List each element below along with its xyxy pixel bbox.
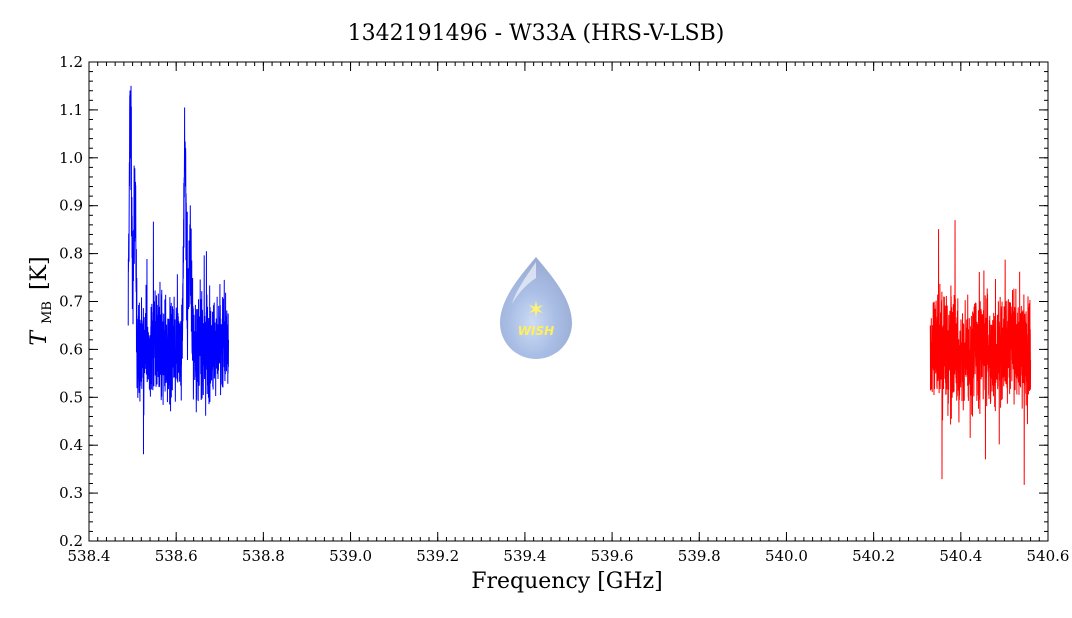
x-tick-label: 540.0 <box>765 547 808 565</box>
x-tick-label: 538.6 <box>155 547 198 565</box>
y-tick-label: 1.2 <box>59 53 83 71</box>
y-tick-label: 0.5 <box>59 388 83 406</box>
star-icon: ✶ <box>527 298 545 323</box>
y-axis-label-unit: [K] <box>27 256 52 290</box>
y-axis-label: T MB [K] <box>27 256 57 345</box>
y-axis-label-main: T <box>27 329 52 346</box>
x-tick-label: 540.6 <box>1027 547 1070 565</box>
x-axis-label: Frequency [GHz] <box>471 569 663 594</box>
wish-logo: ✶ WISH <box>500 257 572 359</box>
y-tick-label: 0.7 <box>59 293 83 311</box>
y-tick-label: 0.4 <box>59 436 83 454</box>
y-tick-label: 1.1 <box>59 101 83 119</box>
y-tick-label: 0.8 <box>59 245 83 263</box>
y-axis-label-sub: MB <box>40 301 55 324</box>
chart-title: 1342191496 - W33A (HRS-V-LSB) <box>348 21 725 46</box>
x-tick-label: 539.8 <box>678 547 721 565</box>
plot-frame <box>88 61 1049 542</box>
x-tick-label: 539.0 <box>329 547 372 565</box>
y-tick-label: 0.3 <box>59 484 83 502</box>
y-tick-label: 0.6 <box>59 340 83 358</box>
x-tick-label: 538.8 <box>242 547 285 565</box>
y-tick-label: 0.9 <box>59 197 83 215</box>
spectrum-series-line <box>127 85 229 455</box>
y-tick-label: 0.2 <box>59 532 83 550</box>
x-tick-label: 539.2 <box>416 547 459 565</box>
wish-logo-text: WISH <box>518 324 554 338</box>
x-tick-label: 539.4 <box>503 547 546 565</box>
spectrum-series-line <box>929 220 1032 485</box>
y-tick-label: 1.0 <box>59 149 83 167</box>
x-tick-label: 540.4 <box>939 547 982 565</box>
svg-text:T MB [K]: T MB [K] <box>27 256 57 345</box>
x-tick-label: 538.4 <box>68 547 111 565</box>
x-tick-label: 540.2 <box>852 547 895 565</box>
x-tick-label: 539.6 <box>591 547 634 565</box>
